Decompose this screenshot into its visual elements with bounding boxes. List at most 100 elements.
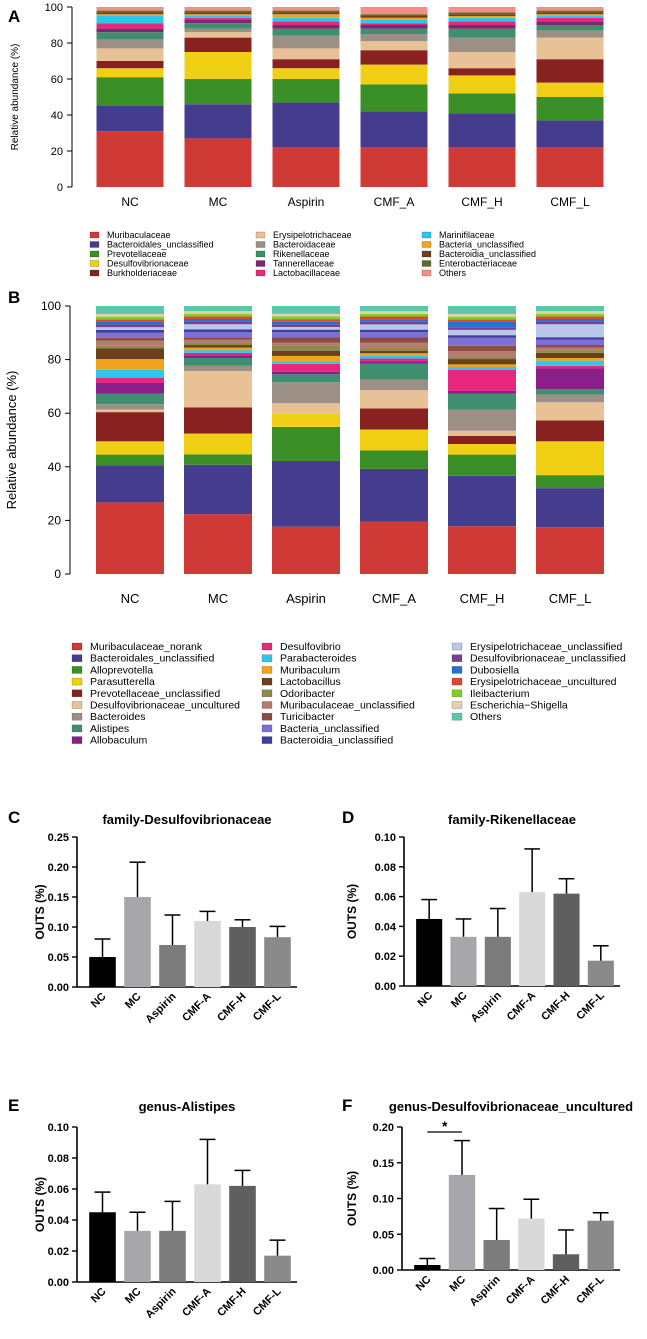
bar-segment-prevotellaceae bbox=[360, 84, 428, 112]
bar-segment-bacteria-unclassified bbox=[184, 14, 252, 16]
panel-label: F bbox=[342, 1096, 352, 1115]
bar-segment-alistipes bbox=[448, 393, 516, 410]
x-tick-label: MC bbox=[123, 1286, 144, 1307]
bar-segment-parabacteroides bbox=[96, 369, 164, 378]
bar-segment-muribaculaceae-norank bbox=[536, 527, 604, 574]
y-tick-label: 0.02 bbox=[48, 1246, 69, 1258]
bar-segment-bacteria-unclassified bbox=[184, 332, 252, 338]
y-tick-label: 80 bbox=[51, 38, 63, 50]
bar-segment-alistipes bbox=[184, 358, 252, 366]
legend-label: Bacteroidaceae bbox=[273, 240, 336, 250]
x-tick-label: CMF_L bbox=[550, 195, 590, 209]
legend-swatch bbox=[89, 250, 100, 258]
bar-segment-muribaculum bbox=[448, 364, 516, 368]
x-tick-label: Aspirin bbox=[143, 1285, 178, 1320]
bar-segment-alistipes bbox=[360, 363, 428, 380]
x-tick-label: CMF-H bbox=[539, 990, 573, 1024]
bar-segment-marinifilaceae bbox=[536, 16, 604, 18]
bar-segment-turicibacter bbox=[272, 337, 340, 343]
y-tick-label: 20 bbox=[51, 146, 63, 158]
legend-swatch bbox=[261, 677, 273, 686]
bar-segment-marinifilaceae bbox=[272, 17, 340, 22]
bar-segment-turicibacter bbox=[536, 345, 604, 348]
legend-swatch bbox=[89, 269, 100, 277]
bar bbox=[89, 957, 116, 987]
bar-segment-desulfovibrionaceae bbox=[360, 64, 428, 85]
bar-segment-bacteroidia-unclassified bbox=[536, 337, 604, 340]
legend-swatch bbox=[261, 689, 273, 698]
legend-swatch bbox=[451, 712, 463, 721]
bar-segment-ileibacterium bbox=[96, 316, 164, 320]
bar bbox=[194, 1184, 221, 1282]
panel-label: C bbox=[8, 808, 20, 827]
legend-label: Bacteroides bbox=[90, 711, 145, 723]
bar-segment-bacteroidales-unclassified bbox=[272, 461, 340, 527]
x-tick-label: CMF-A bbox=[180, 991, 214, 1025]
bar-segment-bacteroidia-unclassified bbox=[360, 16, 428, 18]
x-tick-label: CMF-A bbox=[504, 1274, 538, 1308]
bar-segment-enterobacteriaceae bbox=[96, 10, 164, 13]
bar-segment-bacteroidia-unclassified bbox=[448, 14, 516, 16]
bar-segment-enterobacteriaceae bbox=[536, 10, 604, 13]
bar-segment-bacteroidia-unclassified bbox=[448, 335, 516, 338]
bar-segment-muribaculaceae-norank bbox=[448, 526, 516, 574]
bar-segment-erysipelotrichaceae-uncultured bbox=[184, 316, 252, 320]
bar-segment-rikenellaceae bbox=[536, 25, 604, 31]
bar-segment-allobaculum bbox=[360, 361, 428, 364]
bar-segment-enterobacteriaceae bbox=[272, 10, 340, 13]
y-tick-label: 0.02 bbox=[375, 951, 396, 963]
bar-segment-erysipelotrichaceae-unclassified bbox=[184, 324, 252, 330]
bar-segment-allobaculum bbox=[184, 355, 252, 359]
chart-title: genus-Alistipes bbox=[139, 1099, 236, 1114]
bar bbox=[229, 927, 256, 987]
bar-segment-rikenellaceae bbox=[184, 23, 252, 29]
legend-swatch bbox=[451, 689, 463, 698]
bar-segment-lactobacillus bbox=[448, 359, 516, 365]
legend-label: Parabacteroides bbox=[280, 653, 356, 665]
legend-label: Odoribacter bbox=[280, 688, 335, 700]
panel-label: A bbox=[8, 7, 20, 26]
bar bbox=[450, 936, 477, 986]
y-tick-label: 0.00 bbox=[375, 981, 396, 993]
y-tick-label: 60 bbox=[51, 74, 63, 86]
bar-segment-bacteroides bbox=[448, 409, 516, 431]
bar-segment-muribaculaceae-unclassified bbox=[272, 342, 340, 346]
legend-swatch bbox=[71, 712, 83, 721]
bar-segment-alistipes bbox=[536, 389, 604, 395]
bar-segment-parasutterella bbox=[360, 429, 428, 451]
bar bbox=[553, 893, 580, 986]
bar-segment-muribaculaceae bbox=[272, 147, 340, 187]
x-tick-label: CMF_A bbox=[374, 195, 415, 209]
bar-segment-prevotellaceae bbox=[536, 97, 604, 121]
legend-label: Alloprevotella bbox=[90, 664, 153, 676]
bar-segment-erysipelotrichaceae-uncultured bbox=[272, 319, 340, 322]
x-tick-label: NC bbox=[121, 591, 140, 606]
bar-segment-odoribacter bbox=[536, 350, 604, 353]
bar-segment-escherichia-shigella bbox=[360, 311, 428, 314]
bar-segment-muribaculaceae bbox=[536, 147, 604, 187]
bar-segment-ileibacterium bbox=[184, 313, 252, 317]
bar-segment-ileibacterium bbox=[360, 313, 428, 317]
bar-segment-burkholderiaceae bbox=[360, 50, 428, 65]
bar-segment-erysipelotrichaceae bbox=[96, 48, 164, 61]
bar-segment-bacteria-unclassified bbox=[360, 332, 428, 338]
y-tick-label: 80 bbox=[48, 353, 62, 367]
bar-segment-bacteroidales-unclassified bbox=[536, 488, 604, 528]
bar-segment-escherichia-shigella bbox=[272, 313, 340, 317]
bar-segment-erysipelotrichaceae-unclassified bbox=[536, 324, 604, 338]
bar-segment-others bbox=[184, 306, 252, 312]
x-tick-label: CMF-L bbox=[574, 1273, 607, 1306]
bar-segment-desulfovibrionaceae-unclassified bbox=[448, 327, 516, 330]
legend-swatch bbox=[71, 736, 83, 744]
legend-swatch bbox=[421, 241, 432, 248]
bar bbox=[484, 936, 511, 986]
x-tick-label: MC bbox=[123, 991, 144, 1012]
y-tick-label: 0.04 bbox=[375, 921, 397, 933]
bar-segment-odoribacter bbox=[96, 345, 164, 349]
bar-segment-muribaculum bbox=[360, 353, 428, 356]
bar-segment-marinifilaceae bbox=[448, 17, 516, 22]
bar-segment-erysipelotrichaceae-unclassified bbox=[272, 327, 340, 330]
legend-swatch bbox=[71, 724, 83, 733]
bar-segment-bacteroidales-unclassified bbox=[96, 106, 164, 132]
bar-segment-others bbox=[184, 7, 252, 11]
